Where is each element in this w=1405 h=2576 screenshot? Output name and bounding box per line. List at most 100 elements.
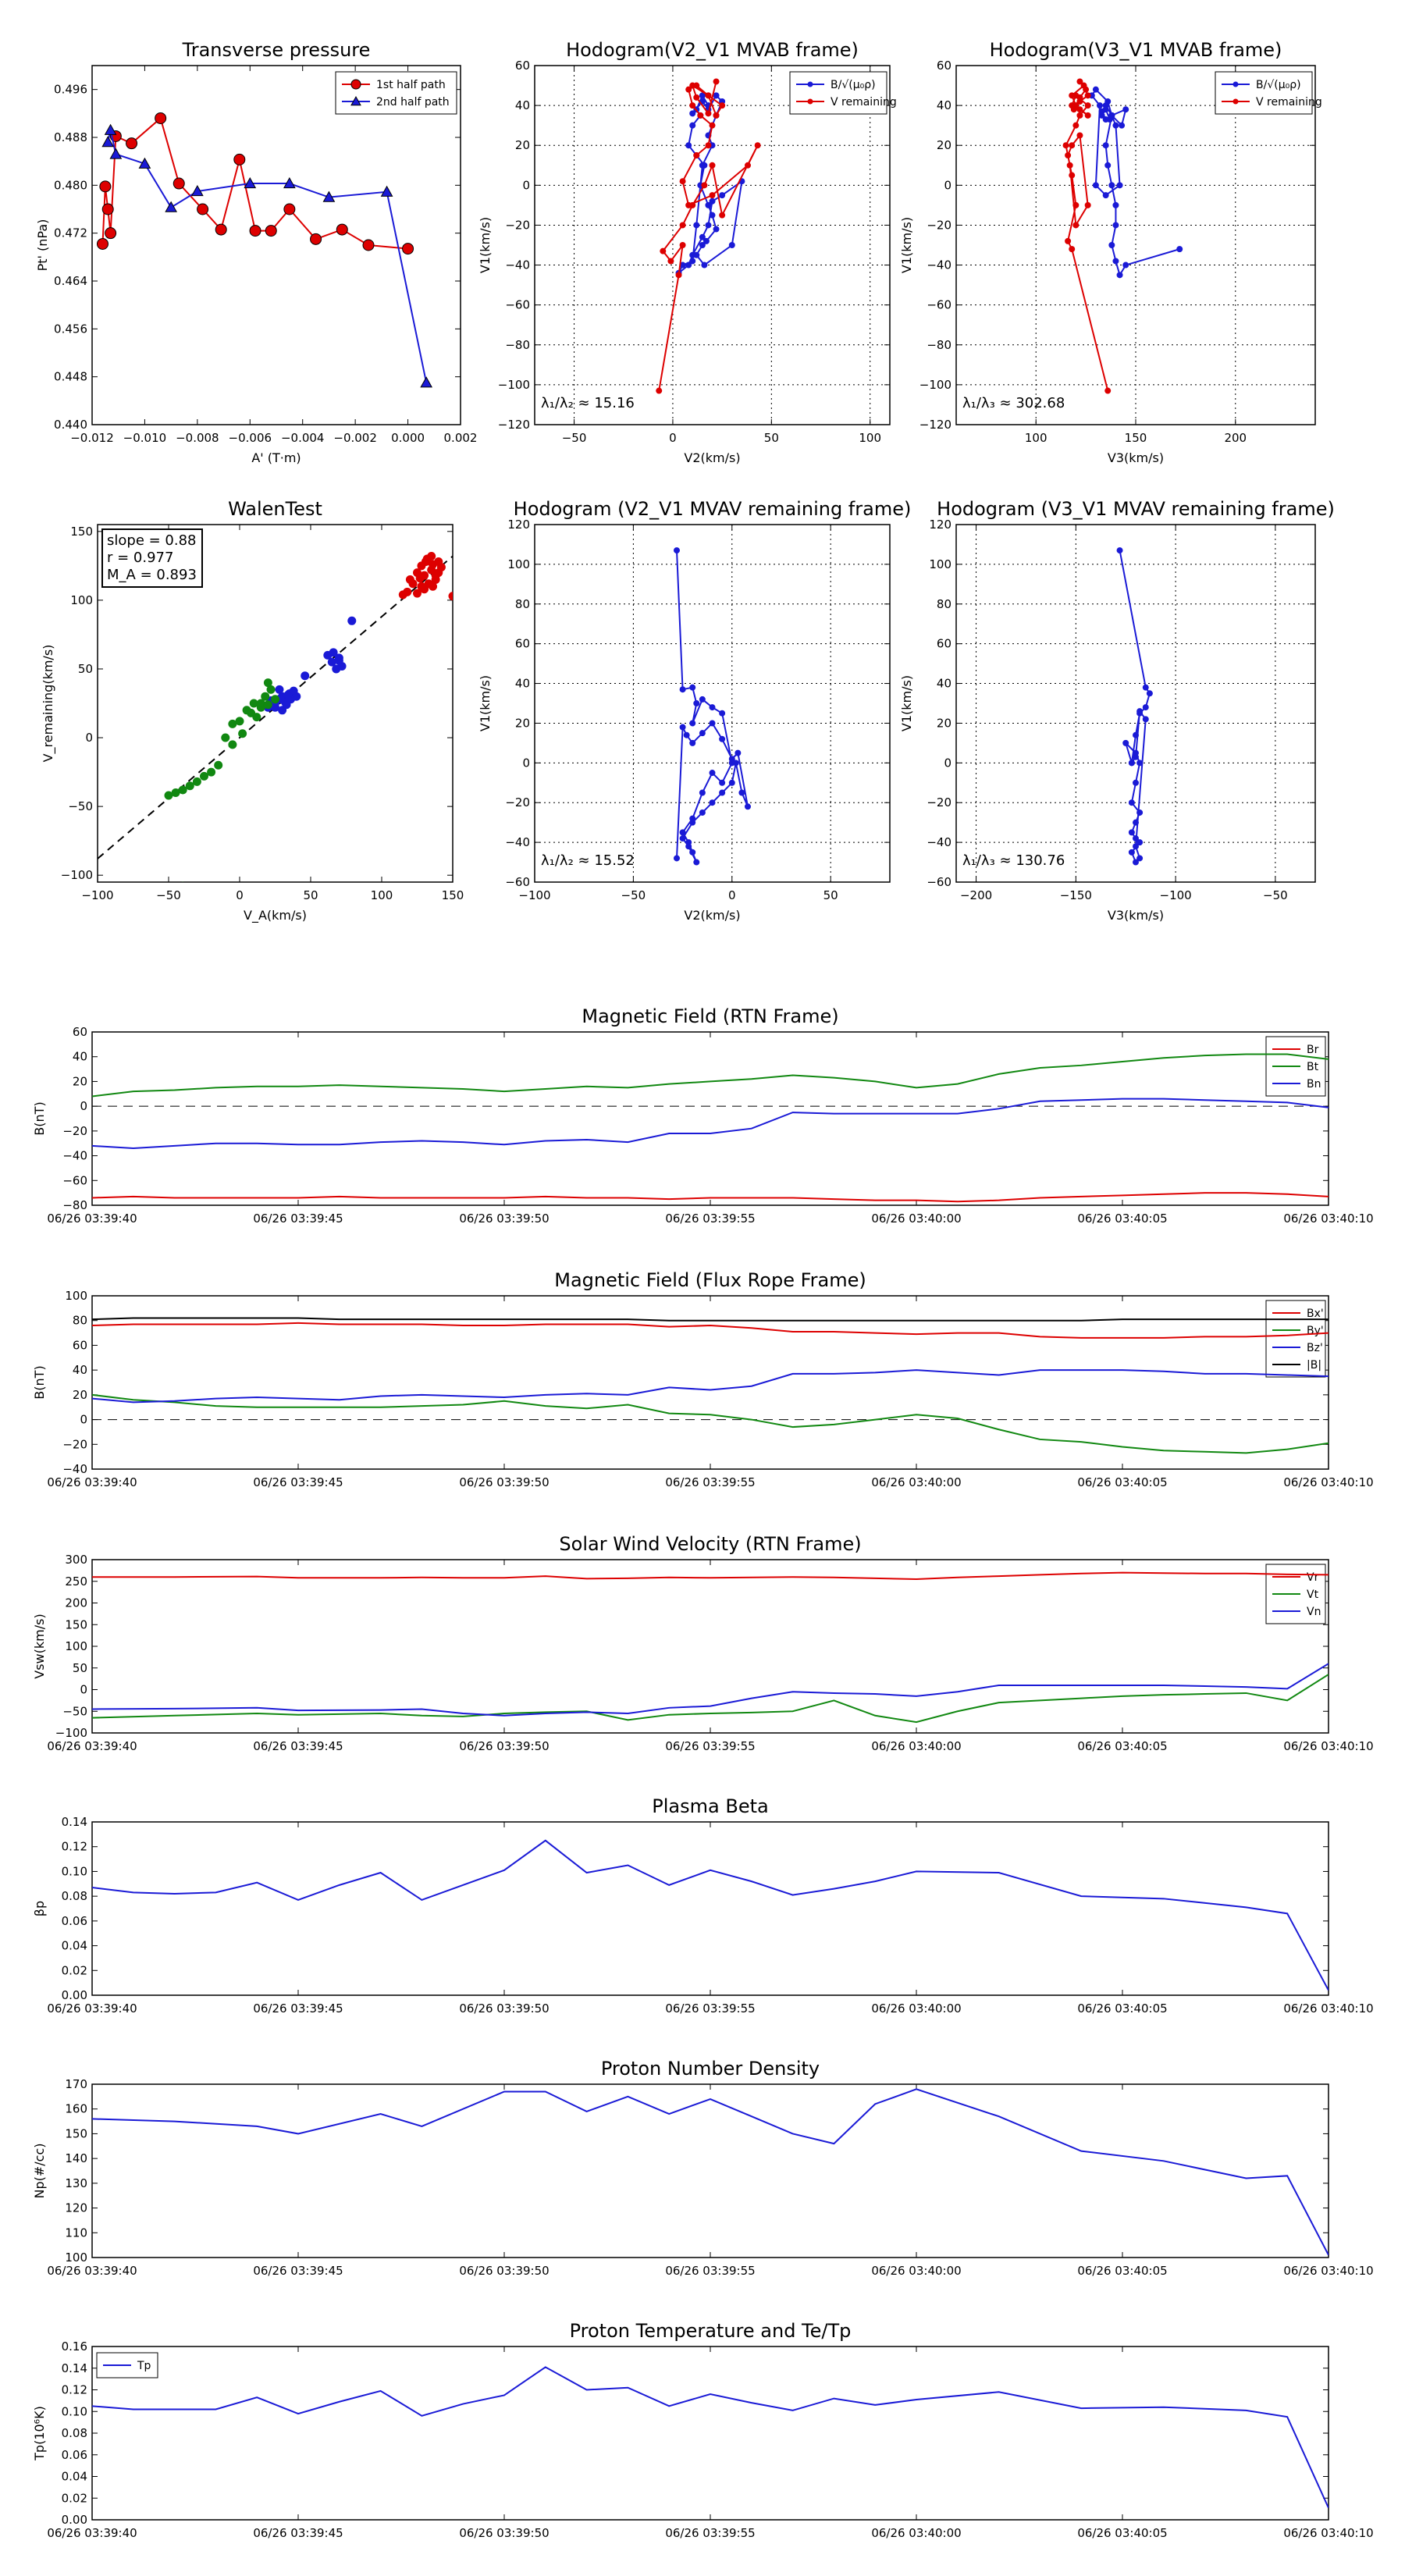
x-tick-label: 06/26 03:39:50 <box>459 2264 549 2278</box>
plot-frame <box>955 65 1316 425</box>
stats-r: r = 0.977 <box>107 550 173 566</box>
data-point <box>1176 246 1183 253</box>
legend: B/√(μ₀ρ) V remaining <box>1215 71 1322 115</box>
data-point <box>1128 760 1135 767</box>
x-tick-label: 06/26 03:40:05 <box>1077 1212 1167 1226</box>
data-point <box>1069 142 1076 149</box>
data-point <box>415 574 425 583</box>
y-tick-label: 0 <box>85 731 93 745</box>
data-point <box>679 724 686 731</box>
x-tick-label: 06/26 03:40:00 <box>871 2264 961 2278</box>
legend-label: B/√(μ₀ρ) <box>1256 79 1301 91</box>
series-Bt <box>92 1053 1329 1098</box>
data-point <box>207 767 216 777</box>
chart-title: Hodogram(V3_V1 MVAB frame) <box>990 39 1282 61</box>
data-point <box>719 735 726 742</box>
data-point <box>1133 859 1139 866</box>
data-point <box>380 185 393 197</box>
data-point <box>713 112 720 119</box>
bfr-axes: −40 −20 0 20 40 60 80 100 06/26 03:39:40 06/26 03… <box>32 1269 1374 1489</box>
data-point <box>745 803 751 810</box>
chart-title: Transverse pressure <box>182 39 371 61</box>
data-point <box>334 656 343 665</box>
series-beta <box>92 1839 1329 1991</box>
x-tick-label: 06/26 03:39:45 <box>253 2264 343 2278</box>
y-tick-label: 100 <box>65 1639 87 1653</box>
series-group1 <box>398 552 453 601</box>
data-point <box>1104 98 1112 105</box>
data-point <box>713 226 720 233</box>
x-tick-label: 06/26 03:40:10 <box>1283 2526 1373 2540</box>
y-tick-label: 0.16 <box>62 2339 87 2354</box>
y-tick-label: −40 <box>505 835 530 849</box>
x-tick-label: 06/26 03:40:10 <box>1283 1212 1373 1226</box>
y-tick-label: 0.06 <box>62 2448 87 2462</box>
x-tick-label: 06/26 03:39:55 <box>665 2264 755 2278</box>
y-tick-label: −40 <box>62 1462 87 1476</box>
x-tick-label: 0.000 <box>391 431 425 445</box>
x-tick-label: 06/26 03:40:00 <box>871 1212 961 1226</box>
x-tick-label: 06/26 03:40:05 <box>1077 1475 1167 1489</box>
y-tick-label: 40 <box>73 1363 87 1377</box>
data-point <box>679 686 686 693</box>
data-point <box>1102 116 1109 123</box>
tp-axes: 0.440 0.448 0.456 0.464 0.472 0.480 0.488 0.496… <box>35 39 477 465</box>
data-point <box>1133 819 1139 826</box>
vsw-axes: −100 −50 0 50 100 150 200 250 300 06/26 03:39:40 0… <box>32 1533 1374 1753</box>
data-point <box>429 560 438 569</box>
y-tick-label: 0.14 <box>62 1815 87 1829</box>
y-axis-label: Vsw(km/s) <box>32 1614 47 1678</box>
y-tick-label: 120 <box>929 518 951 532</box>
data-point <box>709 799 716 806</box>
data-point <box>1108 182 1115 189</box>
data-point <box>362 239 375 251</box>
data-point <box>197 203 209 215</box>
data-point <box>674 547 680 554</box>
y-tick-label: 170 <box>65 2077 87 2091</box>
y-axis-label: Np(#/cc) <box>32 2144 47 2199</box>
data-point <box>421 557 430 567</box>
y-tick-label: 60 <box>73 1025 87 1039</box>
y-tick-label: 40 <box>937 98 951 112</box>
y-tick-label: 40 <box>515 98 530 112</box>
data-point <box>1128 829 1135 836</box>
y-tick-label: −60 <box>62 1173 87 1187</box>
data-point <box>719 212 726 219</box>
legend: Br Bt Bn <box>1265 1036 1326 1097</box>
data-point <box>713 78 720 85</box>
y-tick-label: 20 <box>937 138 951 152</box>
y-tick-label: −20 <box>62 1437 87 1451</box>
x-tick-label: 06/26 03:40:05 <box>1077 2526 1167 2540</box>
y-tick-label: 0.06 <box>62 1914 87 1928</box>
y-tick-label: 0.08 <box>62 1889 87 1903</box>
x-tick-label: 150 <box>1125 431 1147 445</box>
data-point <box>699 233 706 240</box>
brtn-axes: −80 −60 −40 −20 0 20 40 60 06/26 03:39:40 06/26 0… <box>32 1005 1374 1226</box>
y-tick-label: 0.04 <box>62 1939 87 1953</box>
data-point <box>1065 152 1072 158</box>
data-point <box>701 182 708 189</box>
series-1st half path <box>96 112 414 255</box>
data-point <box>164 791 173 800</box>
y-axis-label: V1(km/s) <box>899 217 914 273</box>
legend-label: Vn <box>1307 1606 1321 1618</box>
y-tick-label: −60 <box>505 298 530 312</box>
ratio-annotation: λ₁/λ₃ ≈ 130.76 <box>962 852 1065 869</box>
data-point <box>221 733 230 742</box>
data-point <box>1112 201 1119 208</box>
x-tick-label: 06/26 03:40:00 <box>871 2526 961 2540</box>
data-point <box>1119 122 1126 129</box>
y-axis-label: V1(km/s) <box>478 217 493 273</box>
data-point <box>1108 242 1115 248</box>
y-tick-label: 0.14 <box>62 2361 87 2375</box>
legend: 1st half path 2nd half path <box>335 71 457 115</box>
y-tick-label: 0.02 <box>62 1963 87 1977</box>
x-tick-label: 06/26 03:39:45 <box>253 2526 343 2540</box>
x-tick-label: 06/26 03:40:00 <box>871 1475 961 1489</box>
series-line <box>92 2088 1329 2256</box>
stats-box <box>101 528 203 588</box>
y-tick-label: 130 <box>65 2176 87 2190</box>
data-point <box>1104 162 1112 169</box>
x-tick-label: 06/26 03:39:45 <box>253 1475 343 1489</box>
x-tick-label: 0 <box>728 888 736 902</box>
